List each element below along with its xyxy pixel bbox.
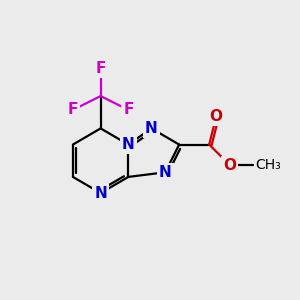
Text: F: F xyxy=(123,102,134,117)
Text: CH₃: CH₃ xyxy=(255,158,281,172)
Text: O: O xyxy=(224,158,236,173)
Text: N: N xyxy=(145,121,158,136)
Text: F: F xyxy=(95,61,106,76)
Text: O: O xyxy=(210,109,223,124)
Text: N: N xyxy=(122,137,135,152)
Text: N: N xyxy=(94,186,107,201)
Text: F: F xyxy=(68,102,78,117)
Text: N: N xyxy=(159,165,172,180)
